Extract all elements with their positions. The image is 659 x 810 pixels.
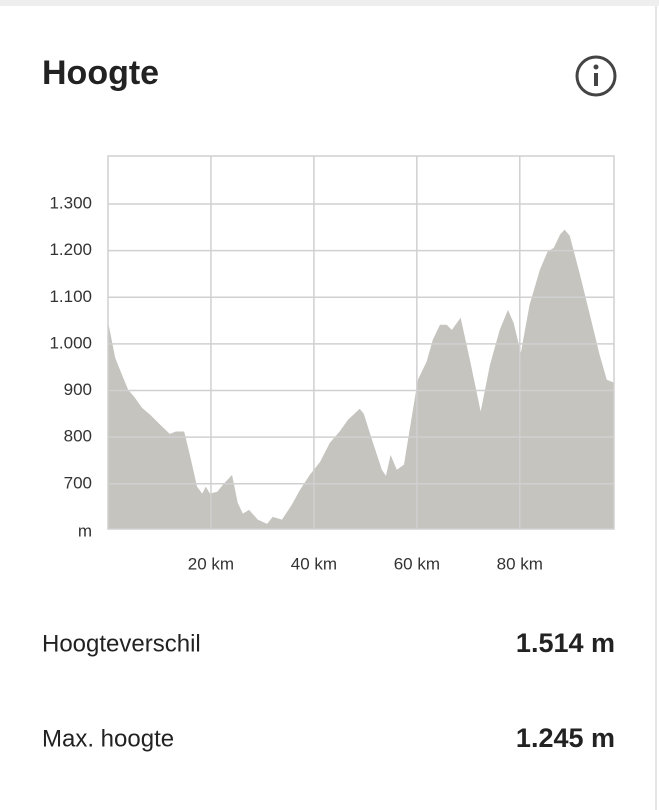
y-tick-label: 1.300 xyxy=(49,194,92,213)
stat-label: Hoogteverschil xyxy=(42,630,201,657)
y-tick-label: 700 xyxy=(64,473,92,492)
y-tick-label: 1.100 xyxy=(49,287,92,306)
y-tick-label: 1.200 xyxy=(49,240,92,259)
info-stem[interactable] xyxy=(594,73,598,86)
x-tick-label: 80 km xyxy=(497,554,543,573)
info-circle[interactable] xyxy=(575,55,617,97)
title: Hoogte xyxy=(42,54,159,92)
y-tick-label: 900 xyxy=(64,380,92,399)
x-tick-label: 40 km xyxy=(291,554,337,573)
info-dot[interactable] xyxy=(593,64,599,70)
stat-label: Max. hoogte xyxy=(42,725,174,752)
x-tick-label: 60 km xyxy=(394,554,440,573)
plot-frame xyxy=(107,155,615,530)
stat-value: 1.514 m xyxy=(516,628,615,658)
y-tick-label: 800 xyxy=(64,427,92,446)
x-tick-label: 20 km xyxy=(188,554,234,573)
top-band xyxy=(0,0,659,6)
y-tick-label: 1.000 xyxy=(49,333,92,352)
info-button[interactable] xyxy=(575,55,617,97)
chart: 700 800 900 1.000 1.100 1.200 1.300 20 km 40 km 6… xyxy=(49,155,615,573)
stat-value: 1.245 m xyxy=(516,723,615,753)
y-axis-label: m xyxy=(78,521,92,540)
elevation-area xyxy=(108,229,614,530)
